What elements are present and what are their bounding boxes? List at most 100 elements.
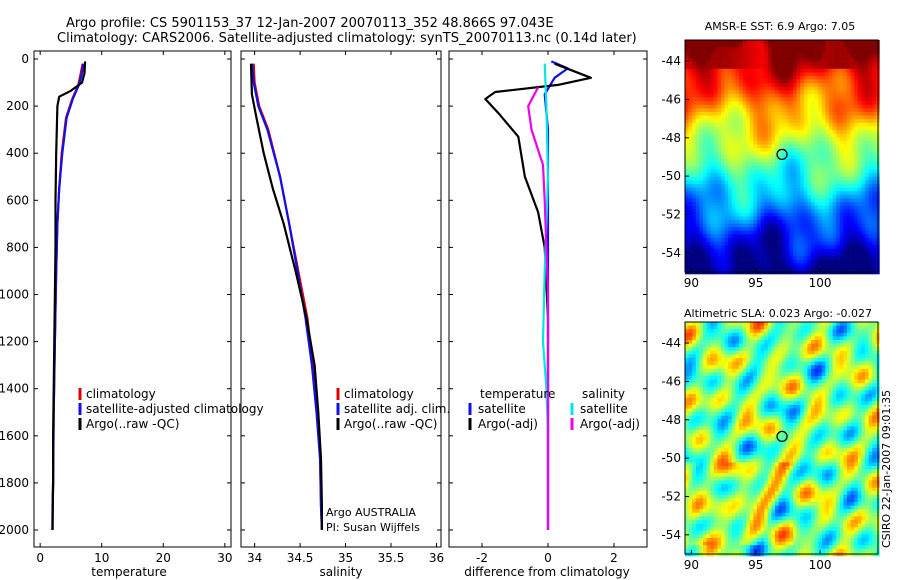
sst-map-cell [839, 212, 844, 217]
sst-map-cell [832, 223, 837, 228]
sst-map-cell [717, 90, 722, 95]
sla-map-cell [721, 325, 725, 330]
sst-map-cell [807, 122, 812, 127]
sst-map-cell [814, 220, 819, 224]
sst-map-cell [850, 148, 855, 152]
sst-map-cell [695, 101, 700, 106]
sst-map-cell [847, 252, 851, 257]
sst-map-cell [721, 241, 725, 246]
sst-map-cell [847, 97, 851, 102]
sst-map-cell [868, 202, 873, 206]
sla-map-cell [760, 386, 765, 391]
sla-map-cell [847, 376, 851, 380]
sst-map-cell [706, 248, 711, 253]
sla-map-cell [818, 376, 823, 380]
sla-map-cell [807, 329, 812, 334]
sla-map-cell [872, 376, 877, 380]
sla-map-cell [807, 347, 812, 352]
sst-map-cell [713, 101, 718, 106]
sst-map-cell [854, 238, 859, 242]
sst-map-cell [775, 263, 779, 268]
sst-map-cell [685, 155, 689, 160]
sst-map-cell [742, 65, 747, 70]
sst-map-cell [782, 58, 787, 62]
sst-map-cell [785, 176, 790, 181]
sst-map-cell [857, 47, 862, 52]
sst-map-cell [767, 238, 772, 242]
sla-map-cell [811, 361, 815, 366]
sst-map-cell [767, 256, 772, 260]
sla-map-cell [821, 372, 826, 377]
sst-map-cell [843, 104, 848, 109]
sst-map-cell [724, 198, 729, 203]
sst-map-cell [713, 248, 718, 253]
sla-map-cell [764, 390, 769, 395]
sst-map-cell [760, 122, 765, 127]
sla-map-cell [778, 332, 783, 337]
sst-map-cell [785, 187, 790, 192]
sla-map-cell [854, 394, 859, 398]
sst-map-cell [847, 162, 851, 167]
sst-map-cell [710, 50, 715, 55]
sst-map-cell [703, 216, 707, 221]
sst-map-cell [811, 162, 815, 167]
sst-map-cell [839, 54, 844, 59]
sst-map-cell [800, 47, 805, 52]
sst-map-cell [872, 119, 877, 124]
sst-map-cell [724, 104, 729, 109]
sst-map-cell [865, 227, 869, 232]
sla-map-cell [793, 376, 797, 380]
sst-map-cell [749, 83, 754, 88]
sst-map-cell [695, 97, 700, 102]
sla-map-cell [807, 394, 812, 398]
sst-map-cell [775, 119, 779, 124]
sla-map-cell [767, 322, 772, 326]
sst-map-cell [803, 43, 808, 48]
sst-map-cell [793, 61, 797, 66]
sst-map-cell [872, 263, 877, 268]
sst-map-cell [753, 83, 758, 88]
salinity-plot-frame [240, 50, 442, 548]
sst-map-cell [818, 108, 823, 113]
sst-map-cell [818, 209, 823, 214]
sla-map-cell [793, 390, 797, 395]
sst-map-cell [778, 144, 783, 149]
sst-map-cell [793, 216, 797, 221]
sst-map-cell [746, 119, 751, 124]
sst-map-cell [857, 234, 862, 239]
sla-map-cell [803, 354, 808, 359]
sst-map-cell [739, 234, 743, 239]
sla-map-cell [728, 368, 733, 373]
sst-map-cell [775, 220, 779, 224]
sst-map-cell [760, 184, 765, 188]
sst-map-cell [749, 230, 754, 235]
sst-map-cell [731, 79, 736, 84]
sst-map-cell [811, 184, 815, 188]
sst-map-cell [767, 230, 772, 235]
sst-map-cell [746, 50, 751, 55]
sst-map-cell [717, 40, 722, 44]
sst-map-cell [685, 148, 689, 152]
sst-map-cell [746, 241, 751, 246]
sst-map-cell [836, 220, 841, 224]
sst-map-cell [803, 266, 808, 271]
sst-map-cell [821, 158, 826, 163]
sst-map-cell [710, 216, 715, 221]
sst-map-cell [793, 180, 797, 185]
sst-map-cell [818, 205, 823, 210]
sla-map-cell [717, 383, 722, 388]
sst-map-cell [695, 130, 700, 134]
sla-map-cell [868, 332, 873, 337]
sst-map-cell [703, 151, 707, 156]
sla-map-cell [735, 379, 740, 384]
sst-map-cell [699, 133, 704, 138]
sst-map-cell [753, 72, 758, 77]
sst-map-cell [688, 194, 693, 199]
sla-map-cell [685, 372, 689, 377]
sla-map-cell [710, 361, 715, 366]
sst-map-x-tick-label: 90 [684, 276, 699, 290]
sla-map-cell [821, 336, 826, 341]
sst-map-cell [872, 212, 877, 217]
sst-map-cell [695, 137, 700, 142]
sst-map-cell [850, 86, 855, 91]
